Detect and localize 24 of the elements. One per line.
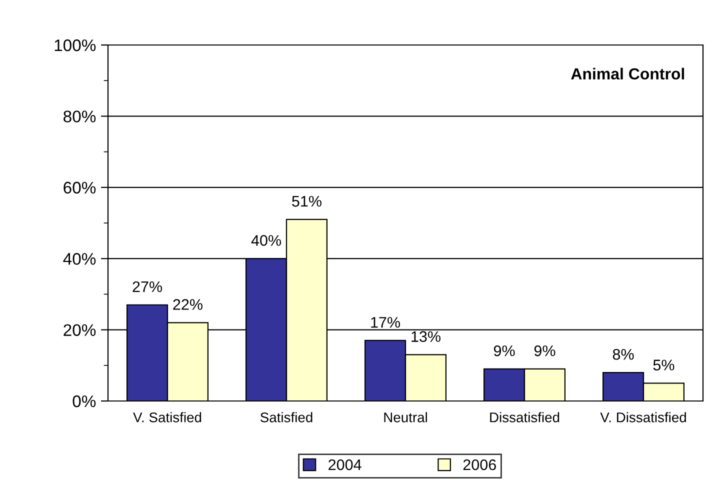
- data-label: 9%: [534, 345, 556, 356]
- x-tick-label: Dissatisfied: [490, 412, 560, 422]
- y-tick-label: 40%: [63, 253, 96, 265]
- data-label: 5%: [653, 360, 674, 370]
- x-tick-label: Neutral: [384, 412, 427, 422]
- data-label: 27%: [132, 281, 162, 292]
- y-tick-label: 100%: [54, 39, 96, 52]
- data-label: 13%: [412, 331, 440, 342]
- y-tick-label: 0%: [72, 395, 96, 408]
- x-tick-label: Satisfied: [260, 412, 312, 422]
- data-label: 8%: [612, 348, 634, 360]
- y-tick-label: 80%: [64, 110, 96, 122]
- y-tick-label: 20%: [64, 324, 96, 336]
- data-label: 22%: [173, 299, 202, 310]
- data-label: 51%: [292, 196, 322, 207]
- legend-label: 2004: [328, 459, 362, 470]
- y-tick-label: 60%: [64, 182, 96, 194]
- x-tick-label: V. Dissatisfied: [600, 412, 686, 422]
- legend-label: 2006: [463, 459, 496, 470]
- data-label: 17%: [371, 316, 400, 328]
- text: Animal Control: [571, 68, 684, 80]
- data-label: 40%: [251, 235, 282, 246]
- data-label: 9%: [494, 345, 515, 356]
- x-tick-label: V. Satisfied: [133, 412, 202, 422]
